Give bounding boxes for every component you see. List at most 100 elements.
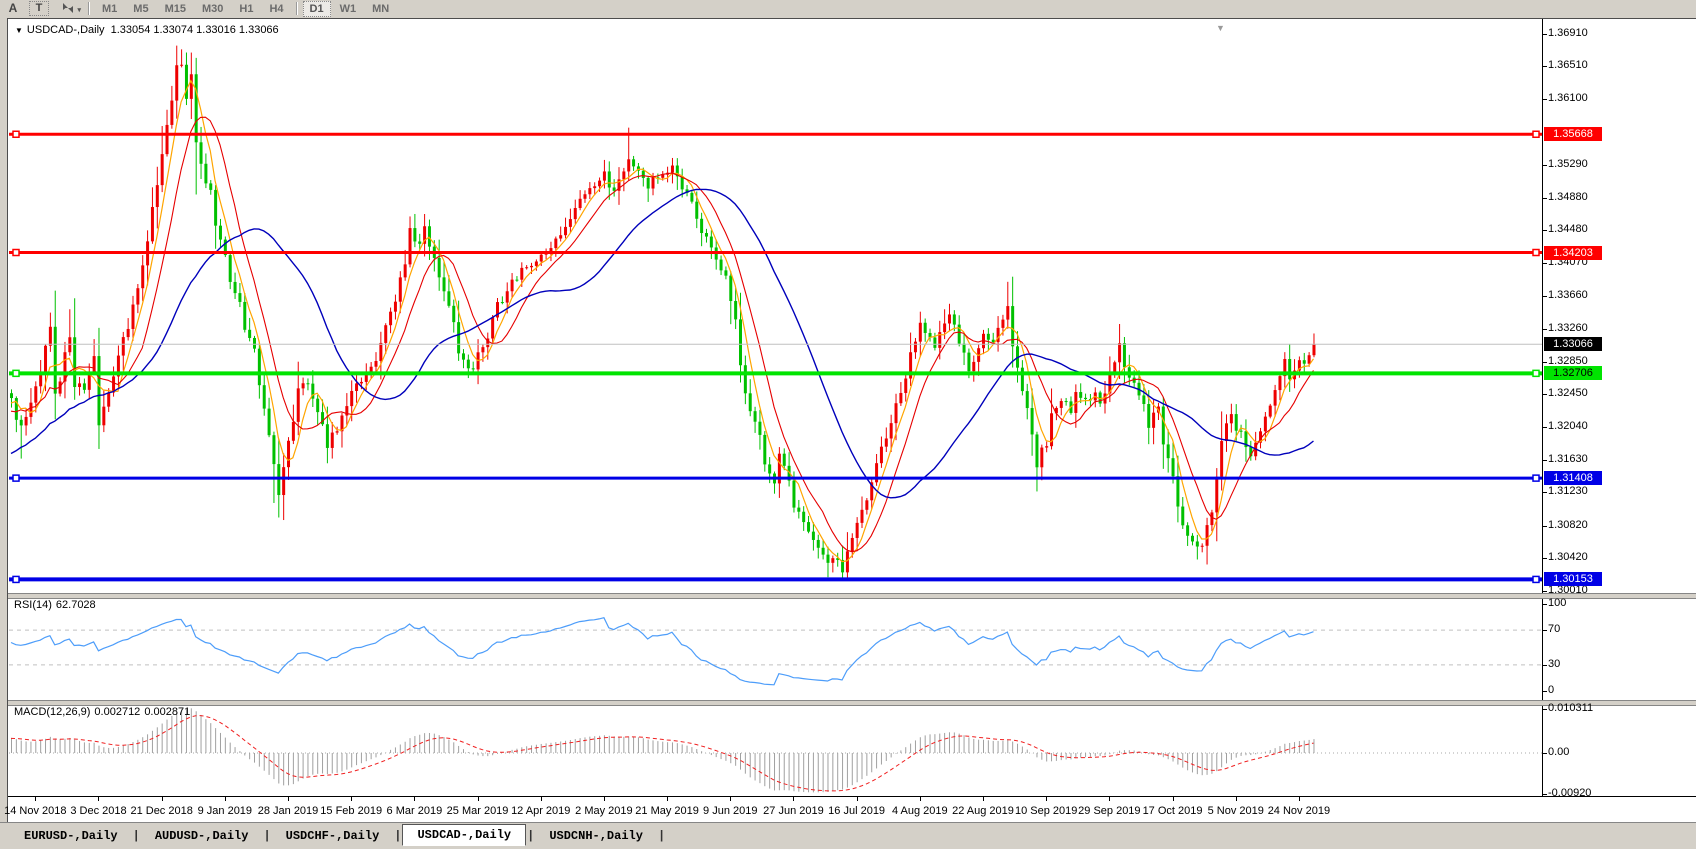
candle-body	[588, 188, 592, 195]
chart-tab-audusd[interactable]: AUDUSD-,Daily	[154, 829, 249, 843]
candle-body	[670, 165, 674, 173]
timeframe-button-d1[interactable]: D1	[302, 1, 331, 17]
timeframe-button-m30[interactable]: M30	[201, 3, 224, 15]
candle-body	[44, 345, 48, 375]
date-label: 4 Aug 2019	[891, 805, 948, 817]
candle-body	[632, 159, 636, 167]
price-tick-dash	[1542, 328, 1547, 330]
candle-body	[539, 254, 543, 262]
timeframe-button-m15[interactable]: M15	[164, 3, 186, 15]
line-handle[interactable]	[1532, 248, 1540, 257]
price-tick-dash	[1542, 361, 1547, 363]
candle-body	[802, 511, 806, 523]
date-label: 3 Dec 2018	[70, 805, 127, 817]
chart-shift-marker-icon[interactable]: ▼	[1216, 23, 1225, 33]
candle-body	[287, 440, 291, 468]
candle-body	[1113, 362, 1117, 375]
level-price-label: 1.31408	[1544, 471, 1602, 486]
price-chart-canvas[interactable]	[9, 19, 1542, 593]
candle-body	[836, 558, 840, 560]
panel-separator[interactable]	[8, 700, 1696, 706]
text-tool-button[interactable]: T	[29, 1, 49, 16]
candle-body	[598, 180, 602, 187]
macd-tick-dash	[1542, 709, 1547, 710]
chart-tab-eurusd[interactable]: EURUSD-,Daily	[24, 829, 118, 843]
timeframe-button-w1[interactable]: W1	[339, 3, 357, 15]
timeframe-button-h1[interactable]: H1	[239, 3, 254, 15]
candle-body	[967, 352, 971, 372]
candle-body	[578, 198, 582, 209]
candle-body	[811, 531, 815, 540]
chart-tab-usdcnh[interactable]: USDCNH-,Daily	[549, 829, 643, 843]
candle-body	[262, 385, 266, 409]
candle-body	[447, 291, 451, 306]
chart-tab-usdchf[interactable]: USDCHF-,Daily	[285, 829, 380, 843]
line-handle[interactable]	[12, 369, 20, 378]
candle-body	[568, 219, 572, 227]
moving-average-line-5[interactable]	[10, 79, 1314, 563]
timeframe-button-mn[interactable]: MN	[372, 3, 390, 15]
date-tick	[793, 796, 795, 801]
chart-tab-usdcad[interactable]: USDCAD-,Daily	[402, 824, 527, 846]
candle-body	[636, 166, 640, 171]
moving-average-line-10[interactable]	[10, 116, 1314, 553]
date-tick	[351, 796, 353, 801]
date-tick	[856, 796, 858, 801]
candle-body	[1263, 416, 1267, 432]
timeframe-button-h4[interactable]: H4	[269, 3, 284, 15]
candle-body	[1006, 306, 1010, 320]
line-handle[interactable]	[12, 575, 20, 584]
line-handle[interactable]	[12, 474, 20, 482]
candle-body	[515, 279, 519, 281]
line-handle[interactable]	[12, 130, 20, 139]
candle-body	[816, 539, 820, 548]
rsi-chart-canvas[interactable]	[9, 597, 1542, 701]
timeframe-button-m1[interactable]: M1	[102, 3, 118, 15]
candle-body	[369, 366, 373, 374]
level-price-label: 1.30153	[1544, 572, 1602, 587]
candle-body	[364, 373, 368, 382]
candle-body	[1195, 541, 1199, 547]
macd-chart-canvas[interactable]	[9, 704, 1542, 796]
panel-separator[interactable]	[8, 593, 1696, 599]
candle-body	[180, 64, 184, 66]
line-handle[interactable]	[12, 248, 20, 257]
candle-body	[340, 415, 344, 432]
toolbar: A T ▾ M1 M5 M15 M30 H1 H4 D1 W1 MN	[0, 0, 1696, 18]
timeframe-button-m5[interactable]: M5	[133, 3, 149, 15]
chart-dropdown-icon[interactable]: ▼	[15, 26, 23, 35]
candle-body	[1234, 414, 1238, 431]
line-handle[interactable]	[1532, 369, 1540, 378]
chart-title: ▼ USDCAD-,Daily 1.33054 1.33074 1.33016 1.33…	[15, 24, 282, 36]
arrow-text-tool-button[interactable]: A	[8, 1, 18, 15]
date-tick	[1235, 796, 1237, 801]
rsi-tick-label: 70	[1548, 623, 1561, 636]
candle-body	[855, 522, 859, 538]
candle-body	[238, 293, 242, 302]
candle-body	[899, 392, 903, 404]
candle-body	[204, 163, 208, 184]
candle-body	[1001, 319, 1005, 328]
candle-body	[24, 416, 28, 426]
low-value: 1.33016	[196, 24, 236, 36]
cursor-tools-button[interactable]: ▾	[55, 2, 81, 15]
candle-body	[335, 431, 339, 433]
candle-body	[943, 323, 947, 333]
date-tick	[540, 796, 542, 801]
candle-body	[1220, 441, 1224, 477]
price-tick-label: 1.30820	[1548, 518, 1588, 531]
line-handle[interactable]	[1532, 130, 1540, 139]
candle-body	[481, 347, 485, 353]
moving-average-line-30[interactable]	[10, 188, 1314, 499]
candle-body	[758, 421, 762, 435]
rsi-tick-dash	[1542, 630, 1547, 632]
line-handle[interactable]	[1532, 474, 1540, 482]
candle-body	[1064, 401, 1068, 403]
candle-body	[680, 176, 684, 190]
candle-body	[359, 381, 363, 384]
line-handle[interactable]	[1532, 575, 1540, 584]
candle-body	[729, 275, 733, 301]
candle-body	[753, 411, 757, 422]
rsi-label: RSI(14) 62.7028	[14, 599, 96, 611]
candle-body	[184, 64, 188, 99]
